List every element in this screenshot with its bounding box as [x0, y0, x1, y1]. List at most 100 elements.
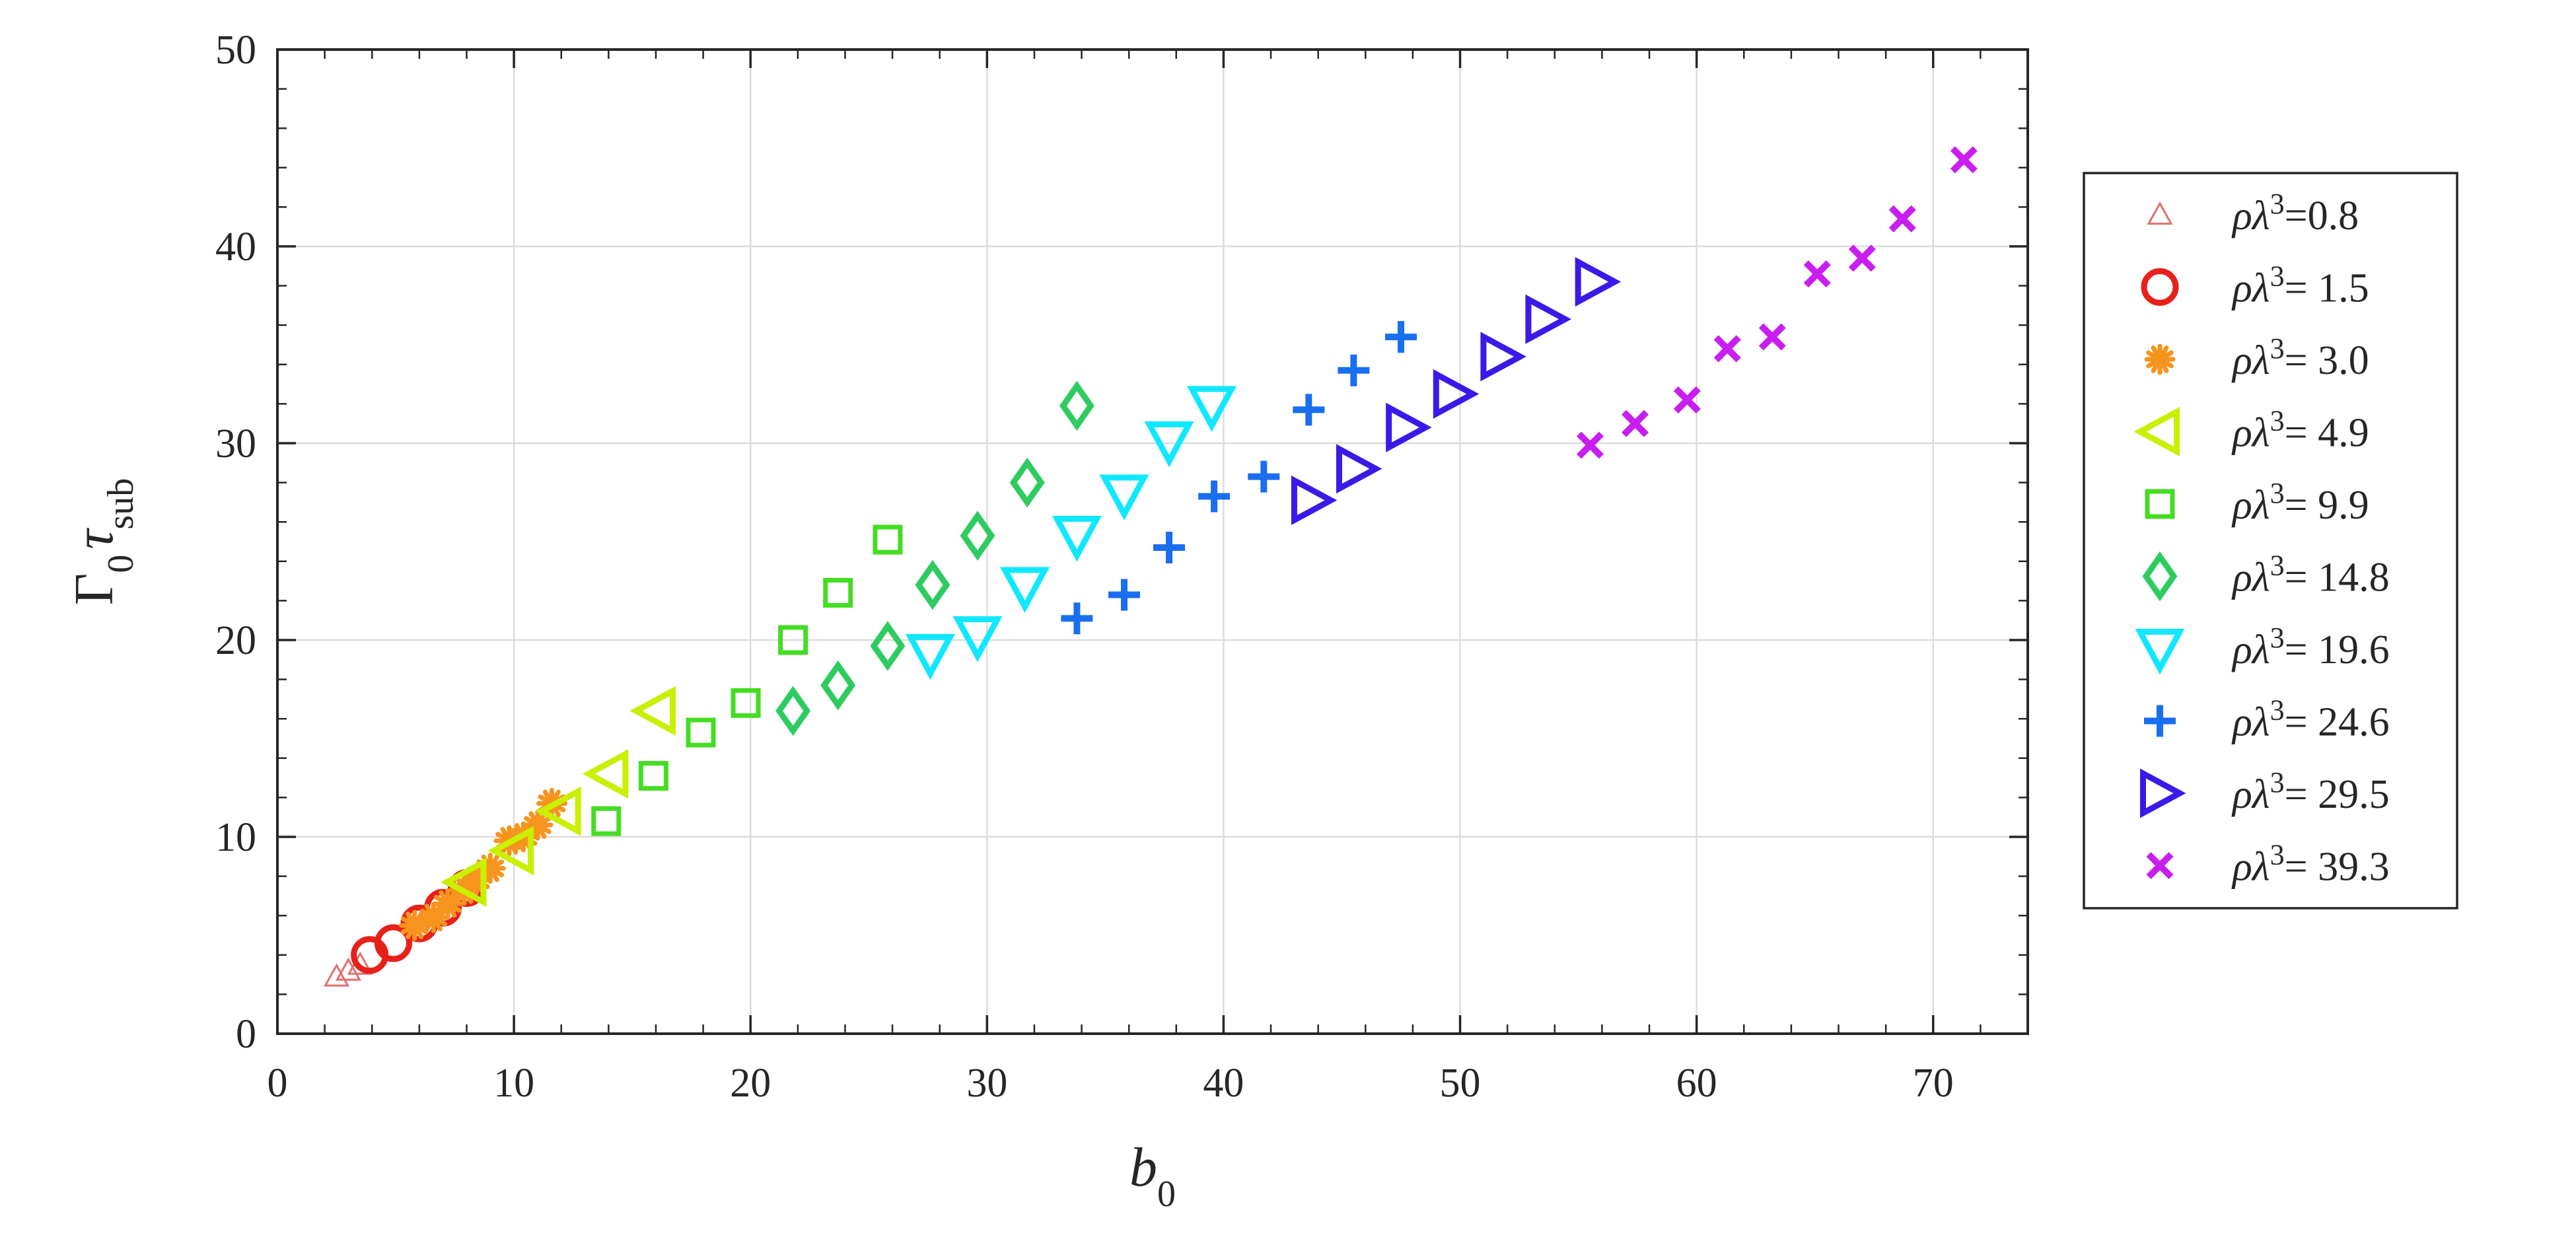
data-point — [686, 717, 716, 748]
data-point — [1950, 146, 1978, 174]
legend-marker — [2147, 201, 2173, 225]
y-tick-labels: 0 10 20 30 40 50 — [215, 28, 256, 1057]
y-tick-label: 20 — [215, 618, 256, 663]
data-point — [1293, 394, 1325, 426]
data-point — [1576, 431, 1604, 459]
y-tick-label: 10 — [215, 815, 256, 860]
data-point — [1099, 474, 1149, 520]
legend-item-4: ρλ3= 9.9 — [2145, 477, 2369, 528]
legend-marker — [2141, 268, 2179, 306]
legend-marker — [2142, 551, 2178, 602]
x-tick-label: 10 — [493, 1061, 534, 1106]
data-point — [629, 686, 676, 736]
data-point — [870, 621, 906, 671]
data-point — [1758, 323, 1786, 351]
data-point — [1888, 205, 1916, 232]
legend-item-8: ρλ3= 29.5 — [2140, 766, 2390, 818]
data-point — [638, 761, 668, 791]
data-point — [1385, 321, 1417, 353]
data-point — [1433, 369, 1480, 419]
data-point — [775, 686, 811, 736]
data-point — [952, 616, 1003, 662]
data-point — [1622, 410, 1649, 437]
legend-marker — [2133, 406, 2180, 457]
x-tick-label: 70 — [1913, 1061, 1954, 1106]
data-point — [1248, 460, 1280, 493]
series-6 — [905, 386, 1237, 680]
legend-marker — [2135, 629, 2185, 675]
data-point — [960, 511, 995, 561]
data-point — [1525, 294, 1571, 344]
data-point — [873, 524, 903, 555]
legend-marker — [2146, 851, 2174, 880]
data-point — [1803, 260, 1831, 288]
legend-marker — [2144, 343, 2176, 375]
legend-item-0: ρλ3=0.8 — [2147, 188, 2359, 239]
series-5 — [775, 380, 1094, 736]
x-tick-label: 40 — [1203, 1061, 1244, 1106]
data-point — [535, 786, 581, 836]
legend-item-3: ρλ3= 4.9 — [2133, 404, 2369, 457]
data-point — [820, 660, 856, 711]
x-tick-label: 30 — [966, 1061, 1007, 1106]
y-tick-label: 50 — [215, 28, 256, 73]
data-point — [335, 957, 361, 981]
data-point — [1338, 354, 1370, 386]
x-tick-label: 20 — [730, 1061, 771, 1106]
plot-area — [276, 48, 2029, 1035]
data-point — [1186, 386, 1237, 432]
legend-item-7: ρλ3= 24.6 — [2144, 694, 2390, 745]
y-tick-label: 30 — [215, 421, 256, 466]
data-point — [1336, 444, 1382, 494]
legend-marker — [2144, 705, 2176, 737]
series-8 — [1291, 257, 1622, 525]
data-point — [1009, 457, 1045, 508]
data-point — [432, 888, 464, 919]
data-point — [1153, 531, 1186, 563]
legend-label: ρλ3= 9.9 — [2231, 477, 2369, 528]
data-point — [1108, 579, 1141, 611]
legend-label: ρλ3= 4.9 — [2231, 404, 2369, 456]
data-point — [1480, 332, 1526, 382]
minor-ticks — [277, 50, 2029, 1034]
data-point — [487, 826, 534, 876]
data-point — [1061, 602, 1093, 635]
y-tick-label: 0 — [236, 1012, 256, 1057]
x-tick-label: 0 — [268, 1061, 288, 1106]
series-4 — [591, 524, 903, 836]
data-point — [591, 806, 622, 836]
data-point — [1386, 402, 1432, 452]
x-tick-label: 50 — [1440, 1061, 1481, 1106]
data-point — [778, 625, 808, 655]
data-point — [823, 577, 853, 608]
legend-label: ρλ3= 39.3 — [2231, 838, 2390, 890]
data-point — [731, 688, 761, 718]
legend-marker — [2145, 489, 2175, 519]
x-tick-labels: 0 10 20 30 40 50 60 70 — [268, 1061, 1954, 1106]
series-3 — [441, 686, 676, 908]
data-point — [323, 963, 350, 987]
plot-background — [277, 50, 2028, 1034]
data-point — [1052, 516, 1102, 562]
data-markers — [323, 146, 1978, 987]
legend-label: ρλ3= 14.8 — [2231, 549, 2390, 600]
data-point — [915, 559, 950, 610]
legend-label: ρλ3= 24.6 — [2231, 694, 2390, 745]
legend: ρλ3=0.8 ρλ3= 1.5 ρλ3= 3.0 ρλ3= 4.9 ρλ3= 9.9 ρ… — [2083, 172, 2458, 910]
data-point — [1059, 380, 1094, 431]
series-9 — [1576, 146, 1978, 459]
data-point — [1575, 257, 1622, 307]
legend-item-6: ρλ3= 19.6 — [2135, 622, 2390, 675]
x-tick-label: 60 — [1676, 1061, 1717, 1106]
legend-label: ρλ3= 1.5 — [2231, 260, 2369, 311]
legend-label: ρλ3= 19.6 — [2231, 622, 2390, 673]
data-point — [582, 749, 629, 799]
legend-label: ρλ3= 3.0 — [2231, 332, 2369, 384]
data-point — [1198, 480, 1231, 513]
legend-label: ρλ3=0.8 — [2231, 188, 2359, 239]
data-point — [1144, 421, 1194, 468]
series-7 — [1061, 321, 1417, 635]
legend-item-5: ρλ3= 14.8 — [2142, 549, 2390, 602]
data-point — [441, 857, 487, 908]
